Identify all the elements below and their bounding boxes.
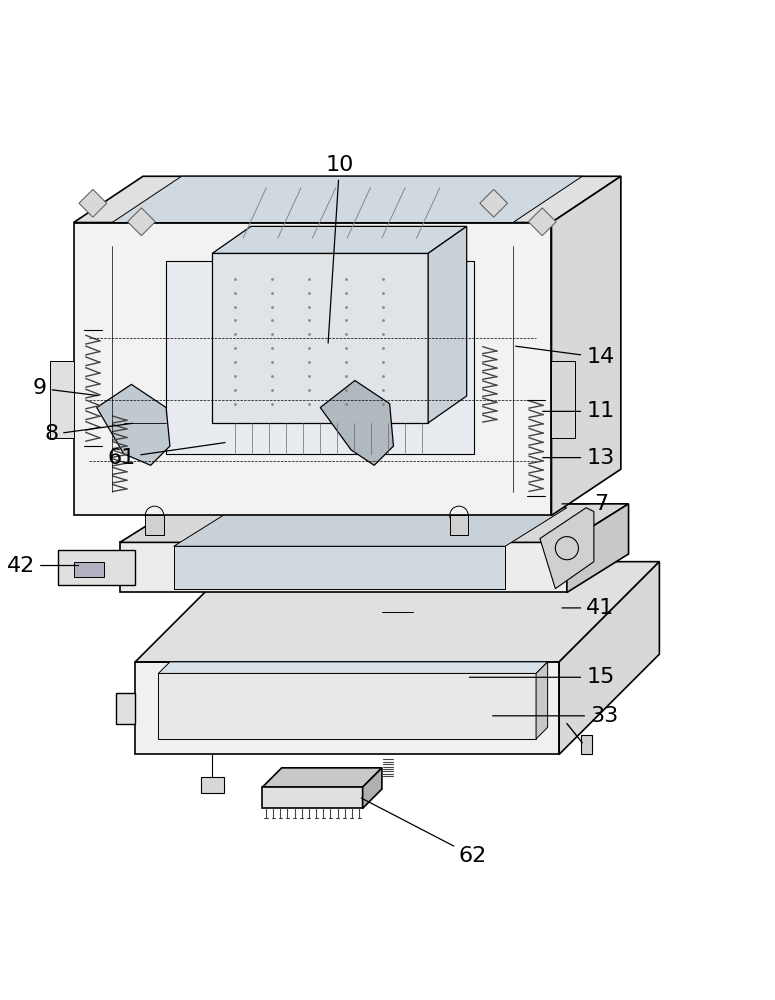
Polygon shape bbox=[120, 542, 567, 592]
Text: 14: 14 bbox=[515, 346, 615, 367]
Text: 11: 11 bbox=[542, 401, 615, 421]
Text: 15: 15 bbox=[470, 667, 615, 687]
Polygon shape bbox=[74, 562, 105, 577]
Polygon shape bbox=[158, 662, 548, 673]
Text: 8: 8 bbox=[44, 423, 133, 444]
Text: 33: 33 bbox=[493, 706, 618, 726]
Polygon shape bbox=[74, 176, 621, 223]
Polygon shape bbox=[58, 550, 136, 585]
Polygon shape bbox=[128, 208, 155, 236]
Polygon shape bbox=[540, 508, 594, 589]
Polygon shape bbox=[263, 787, 363, 808]
Polygon shape bbox=[136, 562, 660, 662]
Polygon shape bbox=[529, 208, 556, 236]
Polygon shape bbox=[428, 226, 467, 423]
Polygon shape bbox=[116, 693, 136, 724]
Polygon shape bbox=[560, 562, 660, 754]
Polygon shape bbox=[567, 504, 629, 592]
Polygon shape bbox=[74, 223, 552, 515]
Text: 62: 62 bbox=[361, 798, 487, 866]
Polygon shape bbox=[552, 361, 574, 438]
Text: 10: 10 bbox=[326, 155, 353, 343]
Polygon shape bbox=[363, 768, 382, 808]
Polygon shape bbox=[212, 253, 428, 423]
Polygon shape bbox=[50, 361, 74, 438]
Polygon shape bbox=[320, 381, 394, 465]
Polygon shape bbox=[263, 768, 382, 787]
Polygon shape bbox=[552, 176, 621, 515]
Polygon shape bbox=[212, 226, 467, 253]
Text: 9: 9 bbox=[33, 378, 98, 398]
Polygon shape bbox=[120, 504, 629, 542]
Polygon shape bbox=[112, 176, 582, 223]
Text: 7: 7 bbox=[562, 494, 608, 514]
Polygon shape bbox=[166, 261, 474, 454]
Polygon shape bbox=[201, 777, 224, 793]
Polygon shape bbox=[145, 515, 164, 535]
Polygon shape bbox=[580, 735, 591, 754]
Text: 41: 41 bbox=[562, 598, 615, 618]
Polygon shape bbox=[136, 662, 560, 754]
Polygon shape bbox=[480, 189, 508, 217]
Polygon shape bbox=[449, 515, 468, 535]
Polygon shape bbox=[174, 546, 505, 589]
Text: 13: 13 bbox=[542, 448, 615, 468]
Polygon shape bbox=[536, 662, 548, 739]
Polygon shape bbox=[97, 384, 170, 465]
Polygon shape bbox=[174, 508, 567, 546]
Text: 61: 61 bbox=[107, 443, 225, 468]
Polygon shape bbox=[158, 673, 536, 739]
Polygon shape bbox=[79, 189, 107, 217]
Text: 42: 42 bbox=[7, 556, 78, 576]
